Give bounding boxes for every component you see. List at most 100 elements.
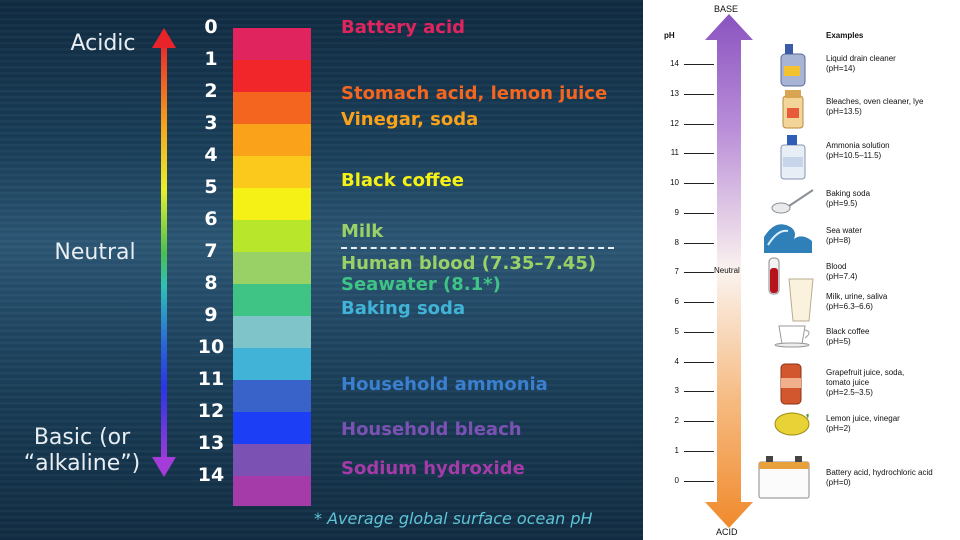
ph-example-label: Black coffee: [341, 170, 464, 191]
blood-tube-icon: [768, 257, 780, 295]
ph-example-label: Seawater (8.1*): [341, 274, 501, 295]
ph-tick-mark: [684, 391, 714, 393]
basic-label-line2: “alkaline”): [23, 451, 141, 476]
ph-tick-mark: [684, 331, 714, 333]
example-entry: Black coffee (pH=5): [826, 327, 869, 347]
example-entry-line1: Sea water: [826, 226, 863, 235]
ph-example-label: Sodium hydroxide: [341, 458, 525, 479]
example-entry: Milk, urine, saliva (pH=6.3–6.6): [826, 292, 887, 312]
ph-swatch-7: [233, 252, 311, 284]
example-entry-line1: Lemon juice, vinegar: [826, 414, 900, 423]
ph-tick-mark: [684, 450, 714, 452]
wave-icon: [764, 224, 812, 253]
ph-swatch-1: [233, 60, 311, 92]
example-entry-line2: (pH=0): [826, 478, 851, 487]
example-entry-line1: Ammonia solution: [826, 141, 890, 150]
ph-header: pH: [664, 31, 675, 40]
example-entry-line1: Grapefruit juice, soda,: [826, 368, 905, 377]
ammonia-bottle-icon: [780, 135, 806, 180]
example-entry-line2: (pH=2): [826, 424, 851, 433]
ph-swatch-3: [233, 124, 311, 156]
bleach-container-icon: [782, 90, 804, 129]
example-entry: Liquid drain cleaner (pH=14): [826, 54, 896, 74]
ph-tick-mark: [684, 361, 714, 363]
ph-tick-label-8: 8: [674, 237, 679, 247]
ph-number-10: 10: [197, 336, 225, 358]
ph-number-14: 14: [197, 464, 225, 486]
ph-swatch-0: [233, 28, 311, 60]
drain-cleaner-bottle-icon: [780, 44, 806, 87]
ph-number-7: 7: [204, 240, 218, 262]
neutral-tick-label: Neutral: [714, 266, 740, 275]
ph-tick-label-7: 7: [674, 267, 679, 277]
ph-tick-label-12: 12: [670, 118, 679, 128]
ph-swatch-9: [233, 316, 311, 348]
example-entry: Battery acid, hydrochloric acid (pH=0): [826, 468, 933, 488]
example-entry: Grapefruit juice, soda, tomato juice (pH=2…: [826, 368, 904, 398]
example-entry-line2: (pH=5): [826, 337, 851, 346]
ph-example-label: Battery acid: [341, 17, 466, 38]
example-entry-line2: (pH=9.5): [826, 199, 858, 208]
ph-swatch-10: [233, 348, 311, 380]
ph-swatch-5: [233, 188, 311, 220]
ph-number-9: 9: [204, 304, 218, 326]
ph-number-0: 0: [204, 16, 218, 38]
ph-tick-mark: [684, 242, 714, 244]
example-entry-line1: Battery acid, hydrochloric acid: [826, 468, 933, 477]
glass-of-milk-icon: [788, 278, 814, 322]
ph-swatch-6: [233, 220, 311, 252]
ph-tick-label-1: 1: [674, 445, 679, 455]
ph-tick-label-14: 14: [670, 59, 679, 68]
example-entry-line1: Bleaches, oven cleaner, lye: [826, 97, 924, 106]
example-entry-line2: (pH=13.5): [826, 107, 862, 116]
ph-number-8: 8: [204, 272, 218, 294]
base-acid-arrow: [705, 14, 753, 528]
ph-number-3: 3: [204, 112, 218, 134]
example-entry: Sea water (pH=8): [826, 226, 862, 246]
lemon-icon: [774, 412, 810, 436]
ph-tick-label-13: 13: [670, 88, 679, 98]
ph-swatch-4: [233, 156, 311, 188]
neutral-dashed-line: [341, 247, 614, 249]
ph-tick-mark: [684, 93, 714, 95]
ph-number-1: 1: [204, 48, 218, 70]
ph-number-13: 13: [197, 432, 225, 454]
example-entry-line1: Milk, urine, saliva: [826, 292, 888, 301]
ph-tick-mark: [684, 123, 714, 125]
ph-swatch-12: [233, 412, 311, 444]
acidic-label: Acidic: [70, 31, 136, 56]
ph-tick-mark: [684, 272, 714, 274]
example-entry-line1: Liquid drain cleaner: [826, 54, 896, 63]
ph-tick-label-5: 5: [674, 326, 679, 336]
ph-example-label: Household bleach: [341, 419, 522, 440]
example-entry-line1: Blood: [826, 262, 847, 271]
ph-number-12: 12: [197, 400, 225, 422]
example-entry-line2: (pH=8): [826, 236, 851, 245]
neutral-label: Neutral: [54, 240, 136, 265]
ph-tick-mark: [684, 153, 714, 155]
ph-tick-label-6: 6: [674, 297, 679, 306]
ph-swatch-13: [233, 444, 311, 476]
example-entry-line3: (pH=2.5–3.5): [826, 388, 873, 397]
spoon-icon: [771, 189, 814, 214]
ph-tick-label-0: 0: [674, 475, 679, 485]
example-entry-line2: (pH=14): [826, 64, 856, 73]
ph-tick-mark: [684, 480, 714, 482]
ph-tick-mark: [684, 183, 714, 184]
ph-example-label: Milk: [341, 221, 384, 242]
ph-tick-mark: [684, 302, 714, 303]
base-label: BASE: [714, 4, 739, 14]
water-texture: [0, 0, 643, 540]
example-entry: Bleaches, oven cleaner, lye (pH=13.5): [826, 97, 923, 117]
ph-tick-label-9: 9: [674, 207, 679, 217]
coffee-cup-icon: [774, 325, 810, 348]
ph-example-label: Baking soda: [341, 298, 466, 319]
example-entry: Blood (pH=7.4): [826, 262, 857, 282]
ph-tick-mark: [684, 421, 714, 422]
ph-example-label: Human blood (7.35–7.45): [341, 253, 597, 274]
ph-number-5: 5: [204, 176, 218, 198]
ph-example-label: Stomach acid, lemon juice: [341, 83, 608, 104]
ph-tick-label-3: 3: [674, 386, 679, 396]
ph-tick-label-2: 2: [674, 416, 679, 425]
example-entry: Baking soda (pH=9.5): [826, 189, 870, 209]
